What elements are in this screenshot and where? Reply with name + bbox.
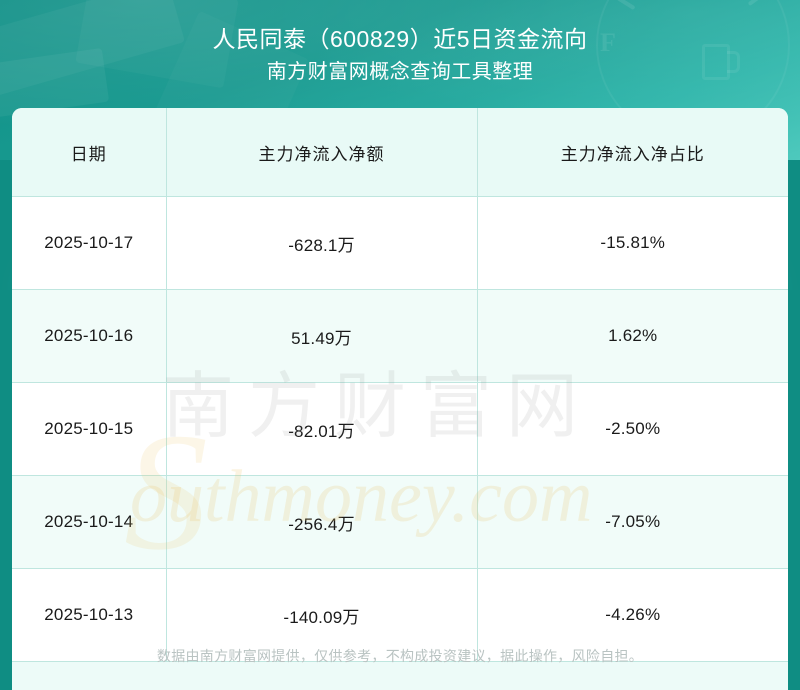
table-row: 2025-10-13 -140.09万 -4.26% xyxy=(12,568,788,662)
cell-date: 2025-10-16 xyxy=(12,289,167,383)
column-header-net-amount: 主力净流入净额 xyxy=(166,108,478,197)
cell-net-ratio: -7.05% xyxy=(477,475,788,569)
fund-flow-table: 日期 主力净流入净额 主力净流入净占比 2025-10-17 -628.1万 -… xyxy=(12,108,788,662)
cell-date: 2025-10-15 xyxy=(12,382,167,476)
cell-net-amount: -82.01万 xyxy=(166,382,478,476)
table-header: 日期 主力净流入净额 主力净流入净占比 xyxy=(12,108,788,197)
cell-date: 2025-10-13 xyxy=(12,568,167,662)
table-row: 2025-10-16 51.49万 1.62% xyxy=(12,289,788,383)
table-row: 2025-10-14 -256.4万 -7.05% xyxy=(12,475,788,569)
table-body: 2025-10-17 -628.1万 -15.81% 2025-10-16 51… xyxy=(12,196,788,662)
cell-net-ratio: 1.62% xyxy=(477,289,788,383)
gauge-full-label-icon: F xyxy=(600,28,616,57)
table-row: 2025-10-15 -82.01万 -2.50% xyxy=(12,382,788,476)
fuel-pump-icon xyxy=(702,44,740,80)
cell-net-amount: 51.49万 xyxy=(166,289,478,383)
column-header-net-ratio: 主力净流入净占比 xyxy=(477,108,788,197)
fund-flow-card: S 南方财富网 outhmoney.com 日期 主力净流入净额 主力净流入净占… xyxy=(12,108,788,690)
cell-date: 2025-10-17 xyxy=(12,196,167,290)
cell-net-amount: -256.4万 xyxy=(166,475,478,569)
cell-net-ratio: -4.26% xyxy=(477,568,788,662)
page-title: 人民同泰（600829）近5日资金流向 xyxy=(212,26,588,52)
header-title-block: 人民同泰（600829）近5日资金流向 南方财富网概念查询工具整理 xyxy=(0,22,800,88)
table-row: 2025-10-17 -628.1万 -15.81% xyxy=(12,196,788,290)
cell-date: 2025-10-14 xyxy=(12,475,167,569)
cell-net-amount: -628.1万 xyxy=(166,196,478,290)
table-header-row: 日期 主力净流入净额 主力净流入净占比 xyxy=(12,108,788,197)
column-header-date: 日期 xyxy=(12,108,167,197)
disclaimer-note: 数据由南方财富网提供，仅供参考，不构成投资建议，据此操作，风险自担。 xyxy=(156,648,644,664)
cell-net-amount: -140.09万 xyxy=(166,568,478,662)
page-subtitle: 南方财富网概念查询工具整理 xyxy=(266,61,534,83)
cell-net-ratio: -15.81% xyxy=(477,196,788,290)
cell-net-ratio: -2.50% xyxy=(477,382,788,476)
